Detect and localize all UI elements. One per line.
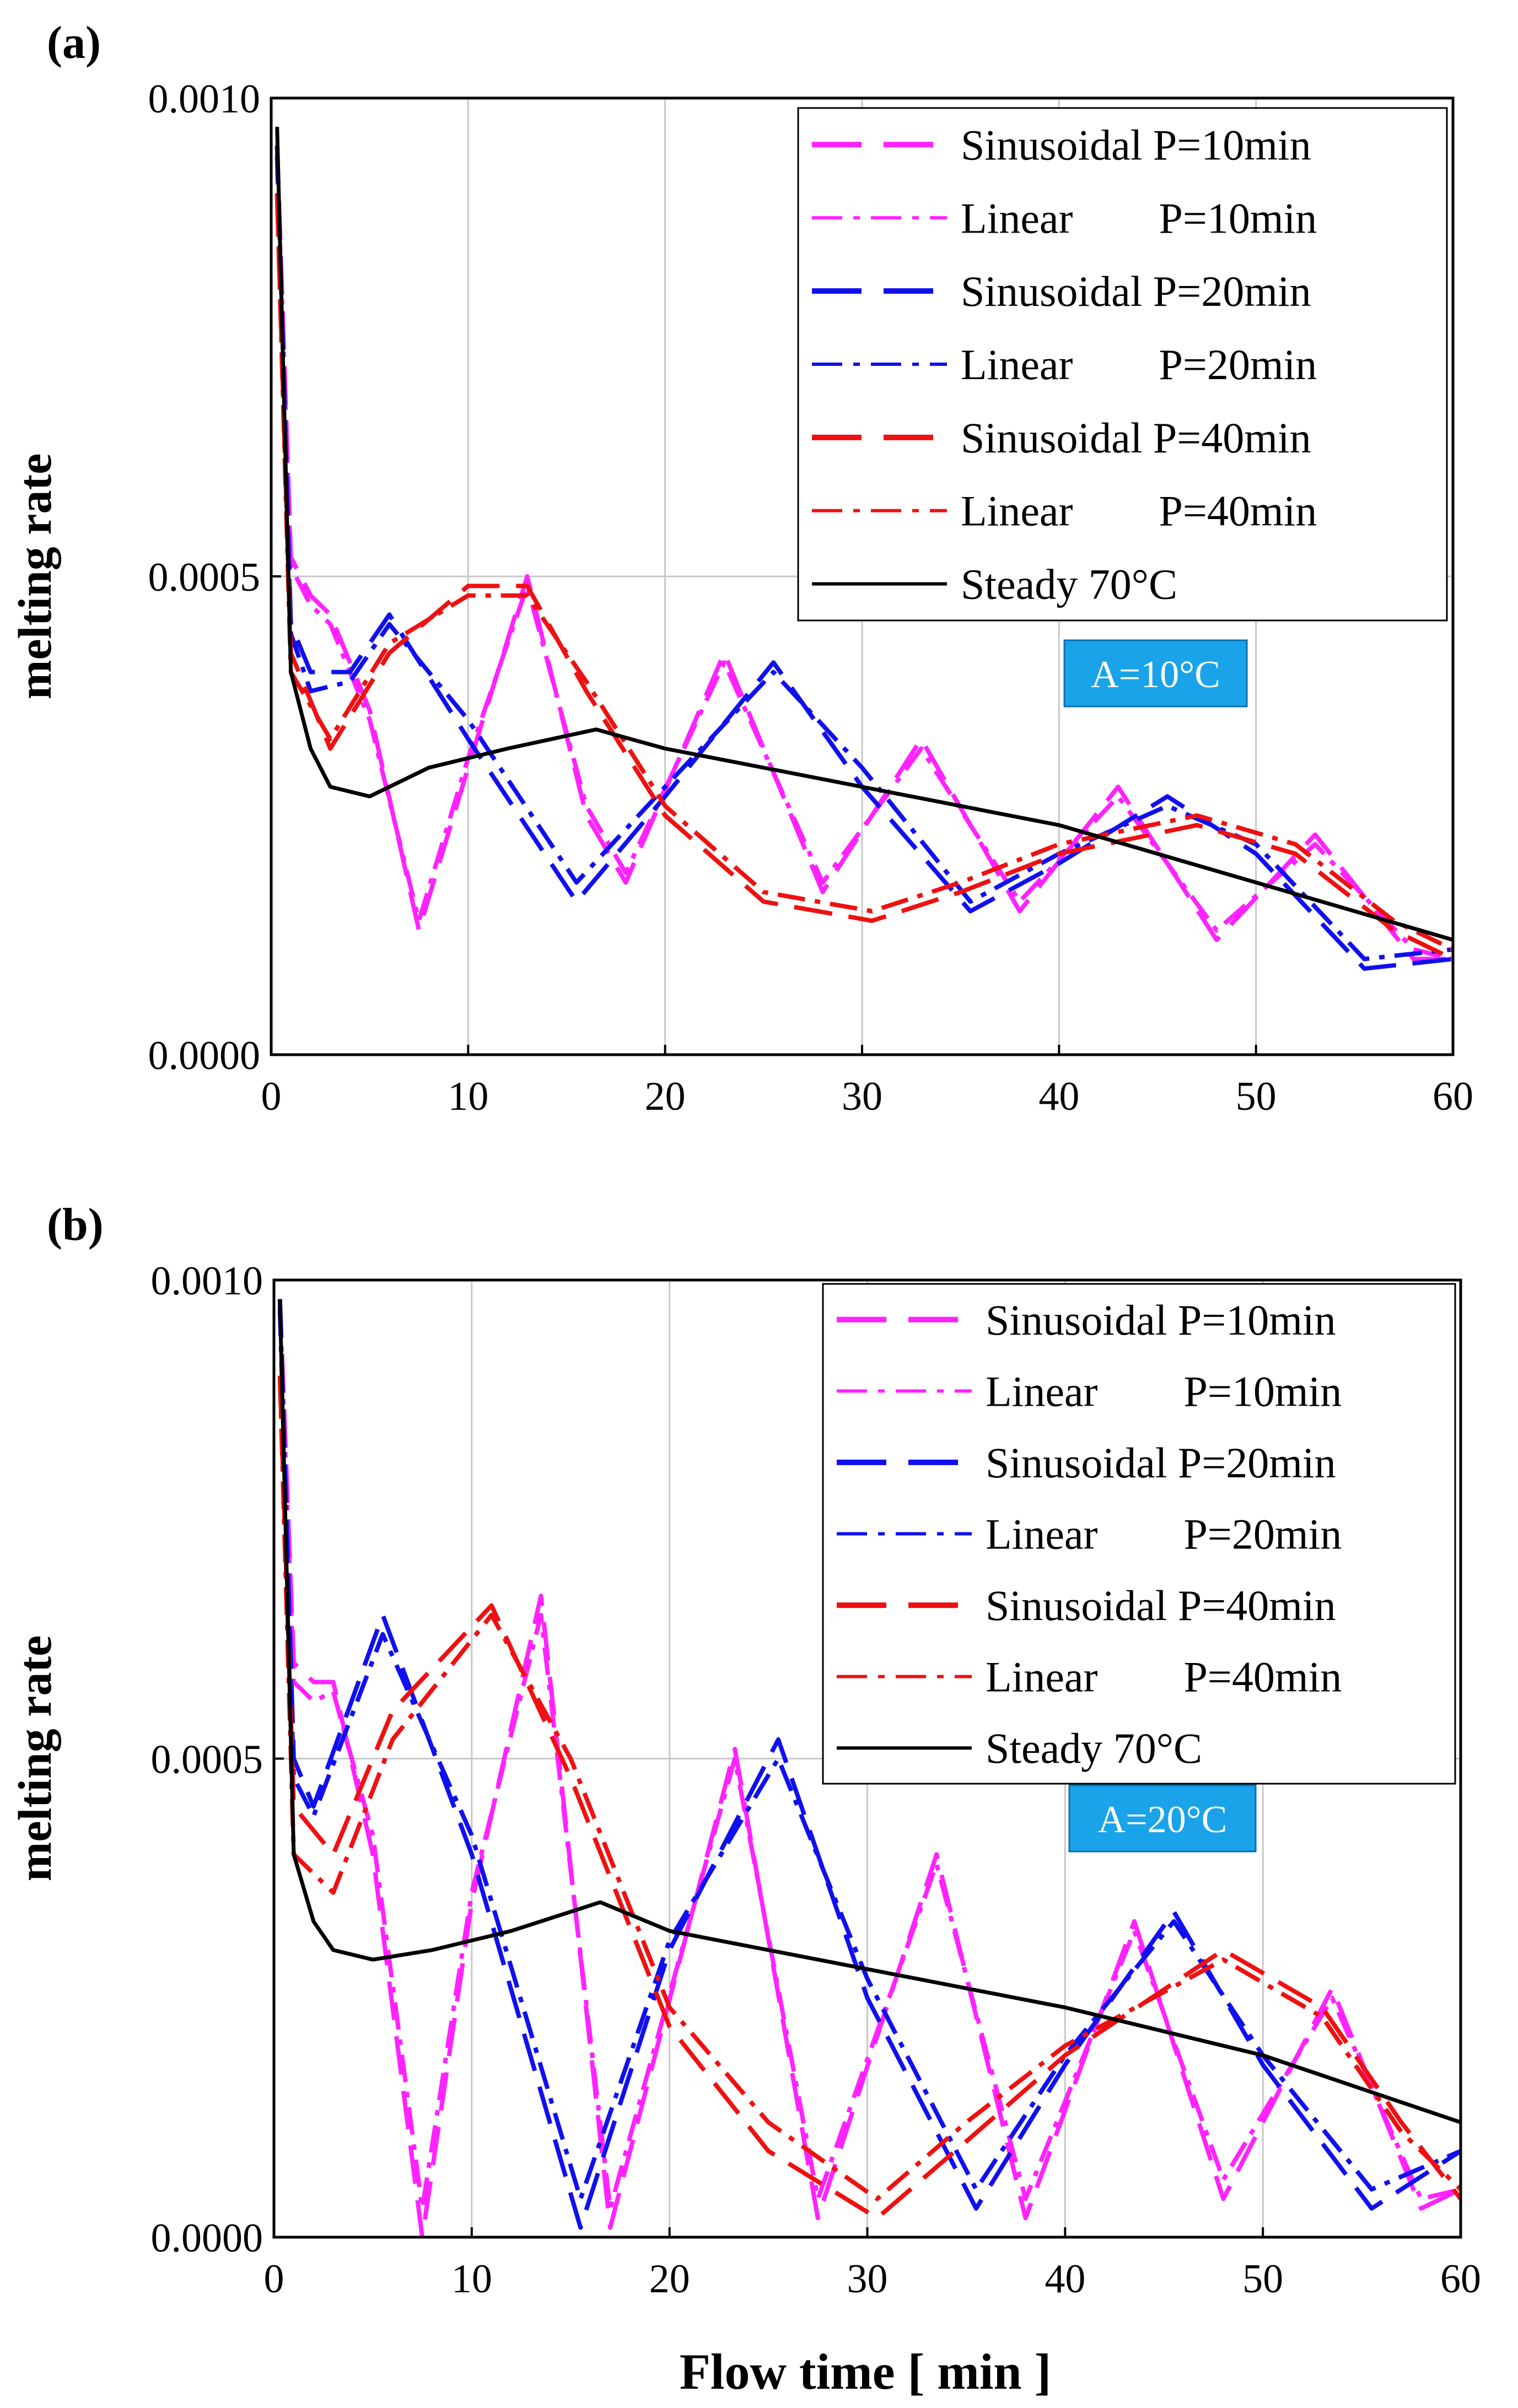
legend-label-sin10: Sinusoidal P=10min bbox=[986, 1296, 1336, 1344]
series-line-lin40 bbox=[274, 193, 1453, 952]
series-line-lin10 bbox=[274, 155, 1453, 962]
x-tick-label: 30 bbox=[842, 1074, 882, 1119]
x-tick-label: 60 bbox=[1440, 2256, 1481, 2302]
legend-label-sin20: Sinusoidal P=20min bbox=[986, 1439, 1336, 1487]
series-line-sin20 bbox=[274, 145, 1453, 971]
x-tick-label: 10 bbox=[451, 2256, 492, 2302]
x-tick-label: 40 bbox=[1038, 1074, 1079, 1119]
x-tick-label: 10 bbox=[448, 1074, 488, 1119]
y-tick-label: 0.0010 bbox=[148, 77, 261, 122]
legend-box bbox=[797, 107, 1448, 622]
y-tick-label: 0.0000 bbox=[151, 2216, 263, 2261]
y-axis-label: melting rate bbox=[8, 453, 61, 700]
series-line-lin20 bbox=[277, 1308, 1461, 2201]
legend-label-lin10: Linear P=10min bbox=[961, 194, 1317, 242]
x-axis-label: Flow time [ min ] bbox=[680, 2344, 1052, 2400]
legend-label-steady: Steady 70°C bbox=[986, 1724, 1202, 1772]
x-tick-label: 0 bbox=[264, 2256, 284, 2302]
series-line-lin20 bbox=[274, 155, 1453, 962]
legend-label-lin20: Linear P=20min bbox=[961, 341, 1317, 388]
panel-b: 0 10 20 30 40 50 60 0.0000 0.0005 0.0010 (b) meltin… bbox=[8, 1199, 1481, 2302]
x-tick-label: 20 bbox=[645, 1074, 686, 1119]
series-group bbox=[274, 127, 1453, 971]
x-tick-label: 40 bbox=[1045, 2256, 1085, 2302]
legend-label-lin40: Linear P=40min bbox=[986, 1653, 1342, 1701]
legend-label-steady: Steady 70°C bbox=[961, 560, 1177, 608]
amplitude-label: A=20°C bbox=[1098, 1799, 1228, 1841]
legend-label-sin10: Sinusoidal P=10min bbox=[961, 121, 1311, 169]
legend-box bbox=[822, 1283, 1456, 1785]
series-line-sin10 bbox=[274, 145, 1453, 962]
x-tick-label: 50 bbox=[1242, 2256, 1283, 2302]
amplitude-badge bbox=[1068, 1784, 1257, 1853]
x-tick-label: 50 bbox=[1236, 1074, 1277, 1119]
x-tick-label: 60 bbox=[1433, 1074, 1473, 1119]
y-tick-label: 0.0005 bbox=[151, 1737, 263, 1783]
x-tick-label: 30 bbox=[847, 2256, 888, 2302]
series-group bbox=[277, 1299, 1461, 2237]
series-line-lin10 bbox=[277, 1308, 1461, 2211]
series-line-lin40 bbox=[277, 1375, 1461, 2201]
x-tick-label: 20 bbox=[649, 2256, 690, 2302]
panel-label: (b) bbox=[47, 1199, 104, 1250]
y-tick-label: 0.0005 bbox=[148, 555, 261, 600]
series-line-steady bbox=[278, 1299, 1461, 2124]
legend-label-sin40: Sinusoidal P=40min bbox=[986, 1581, 1336, 1629]
panel-label: (a) bbox=[47, 17, 101, 68]
y-tick-label: 0.0000 bbox=[148, 1033, 261, 1078]
y-axis-label: melting rate bbox=[8, 1635, 61, 1882]
series-line-sin40 bbox=[277, 1375, 1461, 2221]
amplitude-badge bbox=[1063, 639, 1248, 708]
panel-a: 0 10 20 30 40 50 60 0.0000 0.0005 0.0010 (a) meltin… bbox=[8, 17, 1473, 1119]
amplitude-label: A=10°C bbox=[1091, 654, 1220, 696]
legend-label-sin40: Sinusoidal P=40min bbox=[961, 414, 1311, 462]
series-line-sin40 bbox=[274, 193, 1453, 961]
legend-label-sin20: Sinusoidal P=20min bbox=[961, 267, 1311, 315]
y-tick-label: 0.0010 bbox=[151, 1259, 263, 1304]
legend-label-lin20: Linear P=20min bbox=[986, 1510, 1342, 1558]
x-tick-label: 0 bbox=[261, 1074, 282, 1119]
legend-label-lin10: Linear P=10min bbox=[986, 1367, 1342, 1415]
legend-label-lin40: Linear P=40min bbox=[961, 487, 1317, 535]
series-line-steady bbox=[275, 127, 1453, 942]
